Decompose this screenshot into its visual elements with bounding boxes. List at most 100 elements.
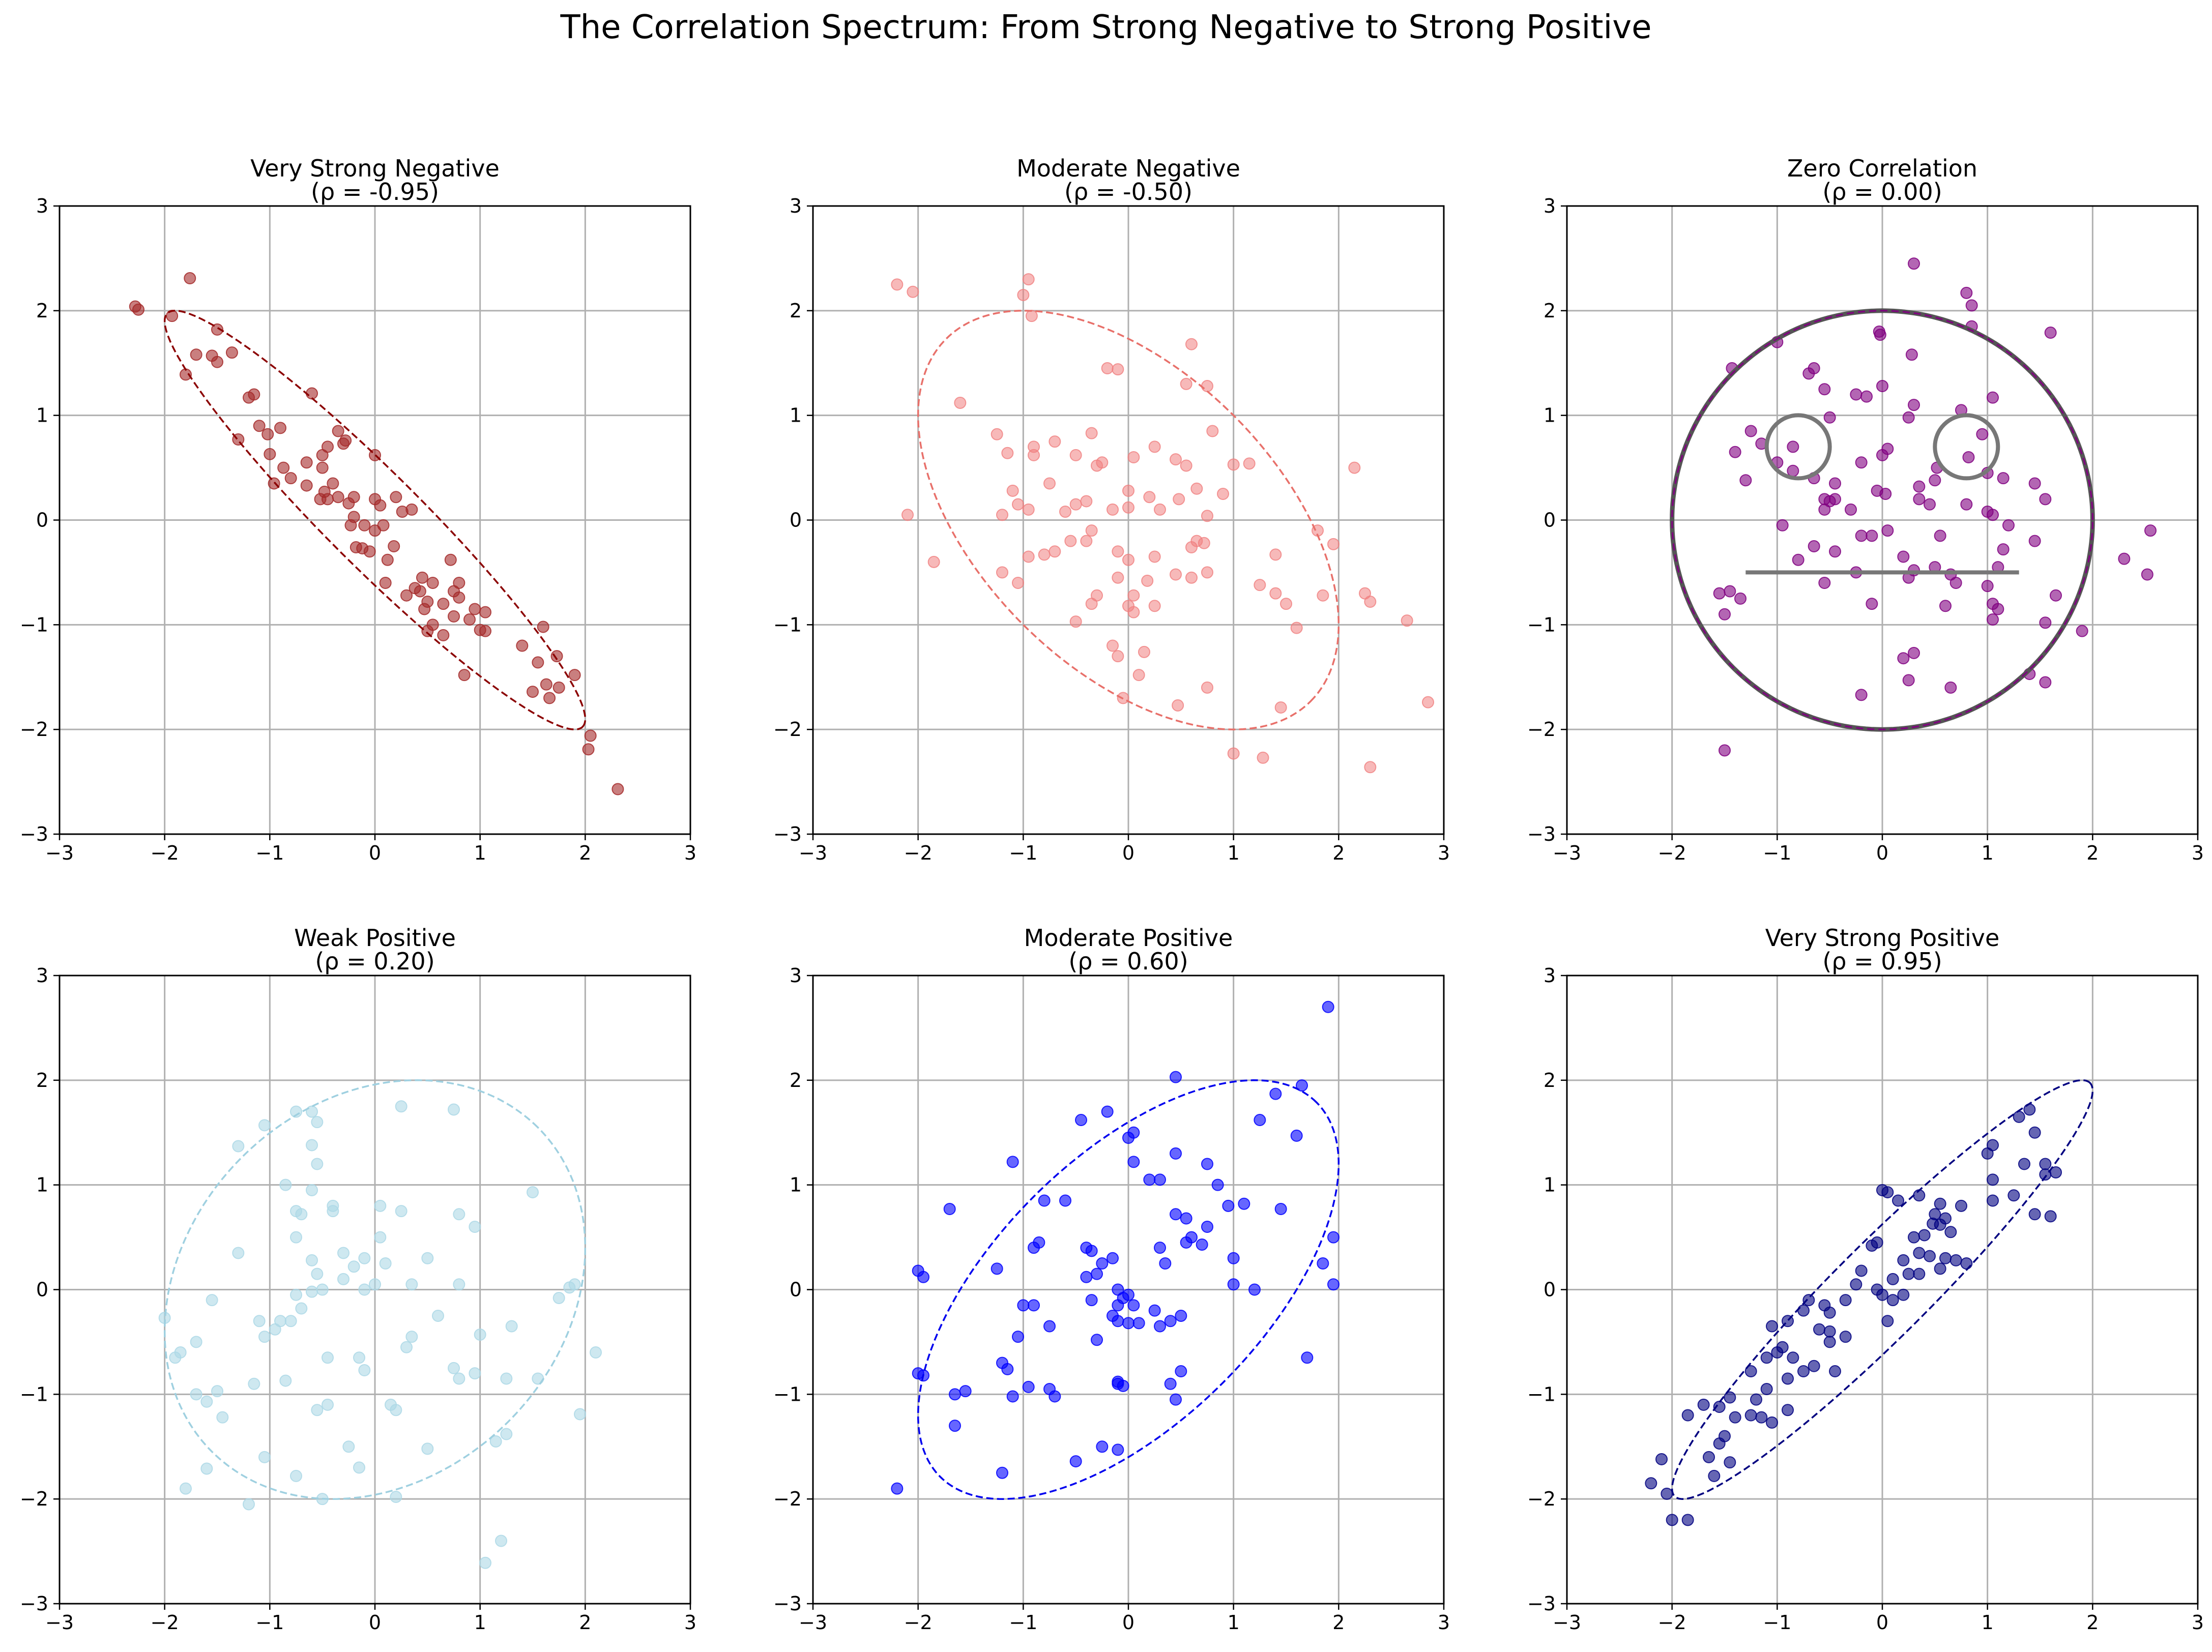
- data-point: [258, 1451, 271, 1463]
- x-tick-label: −1: [255, 842, 284, 864]
- data-point: [479, 625, 491, 637]
- data-point: [381, 553, 394, 566]
- data-point: [1802, 1294, 1815, 1307]
- subplot-4: Weak Positive(ρ = 0.20) −3 −2 −1 0 1 2 3 −3 −2 −1 0…: [20, 924, 696, 1634]
- data-point: [1038, 548, 1051, 561]
- data-point: [350, 541, 362, 554]
- y-tick-label: 3: [36, 195, 48, 217]
- data-point: [1028, 1242, 1040, 1254]
- data-point: [1960, 286, 1973, 299]
- data-point: [1143, 491, 1156, 504]
- data-point: [1159, 1257, 1172, 1270]
- data-point: [1697, 1398, 1710, 1411]
- x-tick-label: −2: [151, 842, 179, 864]
- data-point: [568, 1278, 581, 1291]
- data-point: [314, 493, 327, 506]
- correlation-ellipse: [163, 1079, 587, 1500]
- data-point: [1766, 1416, 1778, 1429]
- data-point: [190, 348, 202, 361]
- data-point: [1254, 579, 1266, 592]
- data-point: [1739, 474, 1752, 487]
- data-point: [1918, 1229, 1931, 1242]
- y-tick-label: 0: [36, 1279, 48, 1301]
- data-point: [1897, 1288, 1910, 1301]
- data-point: [1955, 1199, 1967, 1212]
- y-tick-label: −3: [773, 823, 802, 845]
- y-tick-label: −2: [773, 1488, 802, 1510]
- data-point: [1148, 440, 1161, 453]
- x-tick-label: −3: [799, 1611, 827, 1634]
- plot-area: [158, 1079, 602, 1569]
- data-point: [1127, 1126, 1140, 1139]
- x-tick-label: −2: [904, 842, 933, 864]
- subplot-subtitle: (ρ = -0.95): [311, 178, 439, 205]
- data-point: [1127, 451, 1140, 463]
- data-point: [1101, 362, 1114, 375]
- subplot-subtitle: (ρ = 0.00): [1822, 178, 1942, 205]
- y-tick-label: −2: [773, 718, 802, 741]
- data-point: [1096, 1257, 1109, 1270]
- data-point: [1043, 1320, 1056, 1333]
- face-right-eye: [1933, 413, 2000, 481]
- data-point: [1881, 524, 1894, 537]
- data-point: [1908, 1231, 1920, 1244]
- data-point: [1860, 390, 1873, 403]
- data-point: [414, 585, 426, 598]
- data-point: [991, 1262, 1003, 1275]
- x-tick-label: 0: [1122, 842, 1134, 864]
- data-point: [432, 1309, 444, 1322]
- data-point: [1729, 1411, 1741, 1424]
- data-point: [500, 1372, 513, 1385]
- data-point: [374, 1231, 387, 1244]
- data-point: [1085, 524, 1098, 537]
- x-tick-label: 3: [684, 842, 696, 864]
- data-point: [552, 1291, 565, 1304]
- x-tick-label: 0: [369, 842, 381, 864]
- subplot-title: Zero Correlation: [1787, 155, 1977, 182]
- data-point: [2141, 568, 2153, 581]
- data-point: [1022, 550, 1035, 563]
- data-point: [327, 477, 339, 490]
- data-point: [1080, 1271, 1093, 1283]
- data-point: [1172, 699, 1184, 712]
- data-point: [1006, 1156, 1019, 1168]
- data-point: [1886, 1294, 1899, 1307]
- data-point: [1170, 1208, 1182, 1221]
- data-point: [1185, 571, 1198, 584]
- data-point: [405, 1278, 418, 1291]
- data-point: [1112, 363, 1124, 376]
- x-tick-label: 3: [2192, 842, 2204, 864]
- x-tick-label: 0: [369, 1611, 381, 1634]
- y-tick-label: 1: [790, 404, 802, 427]
- data-point: [1180, 1212, 1192, 1225]
- data-point: [1797, 1365, 1810, 1378]
- data-point: [1043, 477, 1056, 490]
- y-tick-label: 2: [1544, 300, 1556, 322]
- data-point: [1808, 1360, 1820, 1372]
- x-tick-label: 1: [1982, 1611, 1994, 1634]
- data-point: [1175, 1365, 1187, 1378]
- data-point: [353, 1351, 365, 1364]
- data-point: [264, 448, 276, 460]
- data-point: [274, 422, 286, 434]
- data-point: [1175, 1309, 1187, 1322]
- data-point: [1290, 1129, 1303, 1142]
- data-point: [1766, 1320, 1778, 1333]
- data-point: [2044, 327, 2057, 339]
- data-point: [1049, 545, 1061, 558]
- data-point: [1760, 1383, 1773, 1396]
- data-point: [1724, 1456, 1736, 1469]
- data-point: [1254, 1114, 1266, 1127]
- data-point: [311, 1267, 324, 1280]
- data-point: [1112, 1377, 1124, 1390]
- data-point: [1290, 622, 1303, 634]
- data-point: [1913, 1247, 1926, 1259]
- x-tick-label: 1: [474, 1611, 486, 1634]
- data-point: [132, 303, 144, 316]
- data-point: [1154, 1320, 1166, 1333]
- y-tick-label: 2: [36, 1069, 48, 1092]
- y-tick-label: −3: [20, 1592, 48, 1615]
- data-point: [311, 1116, 324, 1129]
- data-point: [200, 1395, 213, 1408]
- figure-title: The Correlation Spectrum: From Strong Ne…: [560, 9, 1651, 46]
